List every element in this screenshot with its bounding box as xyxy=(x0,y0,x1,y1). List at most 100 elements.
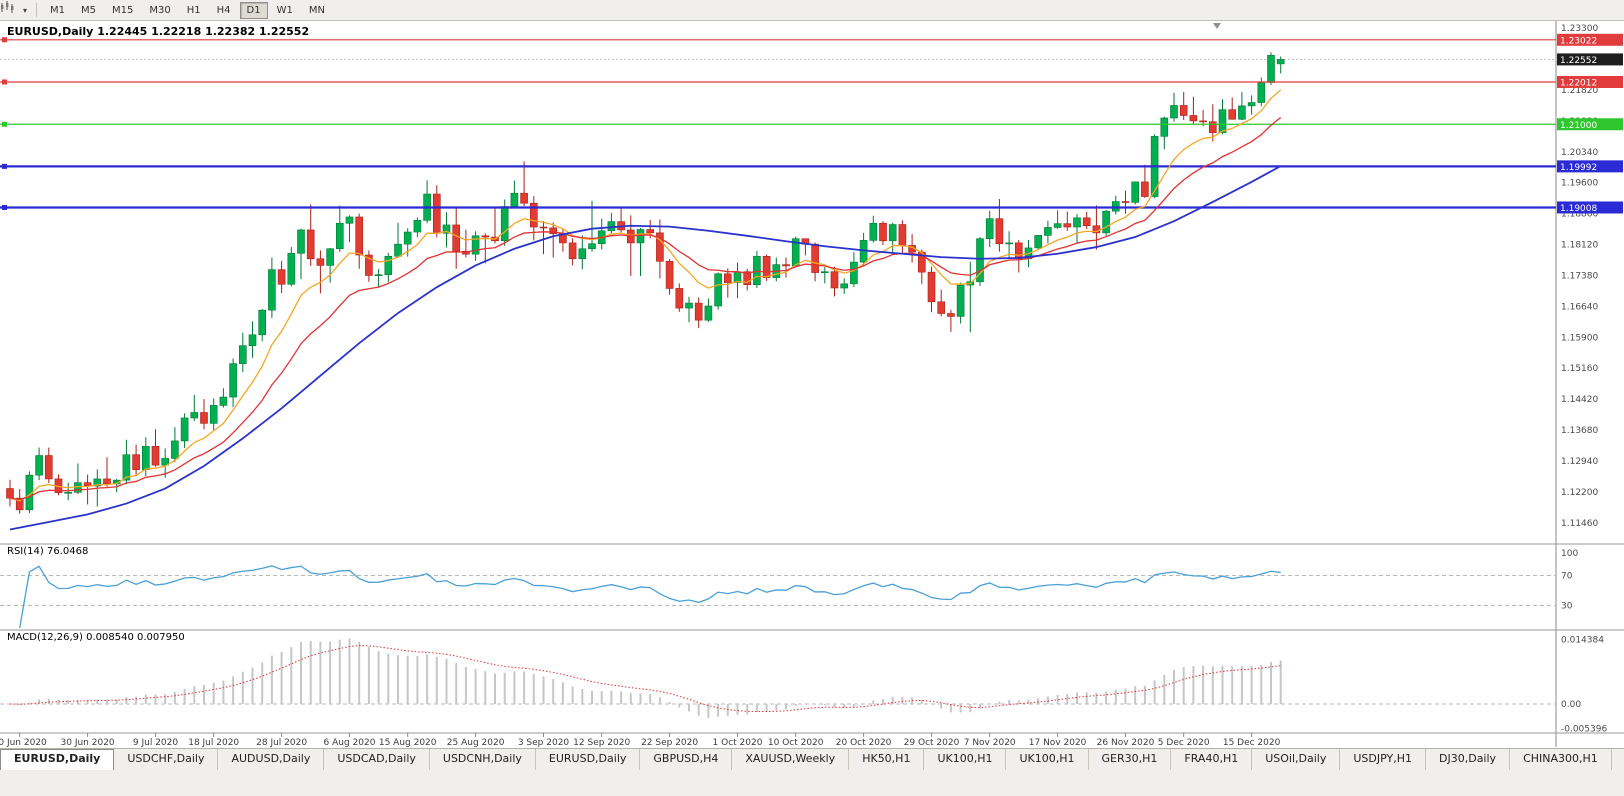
price-scale-label: 1.13680 xyxy=(1561,426,1598,436)
date-label: 18 Jul 2020 xyxy=(188,738,239,748)
candle-body xyxy=(694,302,703,321)
candle-body xyxy=(481,235,490,238)
candle-body xyxy=(636,229,645,244)
date-label: 7 Nov 2020 xyxy=(964,738,1016,748)
candle-body xyxy=(1247,102,1256,107)
tab-dj30-daily[interactable]: DJ30,Daily xyxy=(1426,749,1511,770)
hline-handle[interactable] xyxy=(2,163,7,169)
tab-gbpusd-h4[interactable]: GBPUSD,H4 xyxy=(640,749,733,770)
tab-usdjpy-h1[interactable]: USDJPY,H1 xyxy=(1340,749,1427,770)
tab-us[interactable]: US xyxy=(1612,749,1624,770)
timeframe-mn[interactable]: MN xyxy=(308,4,325,16)
tab-ger30-h1[interactable]: GER30,H1 xyxy=(1089,749,1172,770)
tab-usoil-daily[interactable]: USOil,Daily xyxy=(1252,749,1341,770)
candle-body xyxy=(1014,242,1023,260)
date-axis: 20 Jun 2020 30 Jun 2020 9 Jul 2020 18 Jul 2… xyxy=(0,733,1281,748)
hline-handle[interactable] xyxy=(2,204,7,210)
candle-body xyxy=(1082,217,1091,227)
toolbar-separator xyxy=(36,3,38,17)
candle-body xyxy=(1034,235,1042,249)
price-scale-label: 1.15900 xyxy=(1561,333,1598,343)
candle-body xyxy=(1131,181,1139,203)
timeframe-m15[interactable]: M15 xyxy=(112,4,134,16)
price-box-1.21000 xyxy=(1557,118,1623,131)
candle-body xyxy=(1141,181,1149,197)
candle-body xyxy=(1228,109,1236,120)
rsi-line xyxy=(19,565,1281,629)
main-pane xyxy=(0,23,1556,531)
price-scale-label: 1.11460 xyxy=(1561,519,1598,529)
price-scale-label: 1.12940 xyxy=(1561,457,1598,467)
chart-shift-marker[interactable] xyxy=(1213,23,1221,29)
tab-china300-h1[interactable]: CHINA300,H1 xyxy=(1510,749,1612,770)
candle-body xyxy=(500,206,509,242)
chart-type-icon[interactable] xyxy=(1,1,22,18)
candle-body xyxy=(898,224,907,246)
date-label: 20 Oct 2020 xyxy=(836,738,892,748)
date-label: 6 Aug 2020 xyxy=(324,738,376,748)
timeframe-m30[interactable]: M30 xyxy=(149,4,171,16)
macd-header: MACD(12,26,9) 0.008540 0.007950 xyxy=(7,632,185,643)
candle-body xyxy=(840,283,849,289)
candle-body xyxy=(656,232,664,262)
tab-hk50-h1[interactable]: HK50,H1 xyxy=(849,749,925,770)
price-box-1.19008-text: 1.19008 xyxy=(1560,204,1597,214)
tab-uk100-h1[interactable]: UK100,H1 xyxy=(1006,749,1089,770)
timeframe-d1[interactable]: D1 xyxy=(239,1,268,19)
tab-fra40-h1[interactable]: FRA40,H1 xyxy=(1171,749,1253,770)
candle-body xyxy=(1121,201,1130,203)
price-scale-label: 1.20340 xyxy=(1561,148,1598,158)
tab-eurusd-daily[interactable]: EURUSD,Daily xyxy=(536,749,641,770)
candle-body xyxy=(1073,217,1081,228)
tab-usdcnh-daily[interactable]: USDCNH,Daily xyxy=(430,749,536,770)
candle-body xyxy=(888,224,897,242)
candle-body xyxy=(762,255,771,278)
chart-title: EURUSD,Daily 1.22445 1.22218 1.22382 1.2… xyxy=(7,25,309,38)
candle-body xyxy=(151,446,160,466)
candle-body xyxy=(1218,109,1227,133)
hline-handle[interactable] xyxy=(2,79,7,85)
candle-body xyxy=(1179,105,1188,116)
timeframe-buttons: M1 M5 M15 M30 H1 H4 D1 W1 MN xyxy=(42,1,333,19)
price-scale-label: 1.16640 xyxy=(1561,302,1598,312)
macd-pane xyxy=(0,638,1556,718)
macd-signal-line xyxy=(9,645,1281,713)
chart-dropdown-caret-icon[interactable]: ▾ xyxy=(23,5,28,15)
candle-body xyxy=(549,227,558,235)
candle-body xyxy=(394,243,402,257)
rsi-header: RSI(14) 76.0468 xyxy=(7,546,89,557)
timeframe-m1[interactable]: M1 xyxy=(50,4,66,16)
candle-body xyxy=(171,440,179,459)
price-scale-label: 1.15160 xyxy=(1561,364,1598,374)
price-scale-label: 1.14420 xyxy=(1561,395,1598,405)
candle-body xyxy=(384,255,393,275)
timeframe-m5[interactable]: M5 xyxy=(81,4,97,16)
tab-eurusd-daily[interactable]: EURUSD,Daily xyxy=(0,749,115,770)
tab-usdchf-daily[interactable]: USDCHF,Daily xyxy=(114,749,219,770)
hline-handle[interactable] xyxy=(2,121,7,127)
tab-xauusd-weekly[interactable]: XAUUSD,Weekly xyxy=(732,749,850,770)
toolbar: ▾ M1 M5 M15 M30 H1 H4 D1 W1 MN xyxy=(0,0,1624,21)
candle-body xyxy=(64,491,72,494)
tab-usdcad-daily[interactable]: USDCAD,Daily xyxy=(324,749,430,770)
candle-body xyxy=(432,193,441,234)
price-box-1.22012-text: 1.22012 xyxy=(1560,78,1597,88)
tab-audusd-daily[interactable]: AUDUSD,Daily xyxy=(218,749,325,770)
price-scale-label: 1.18860 xyxy=(1561,210,1598,220)
date-label: 26 Nov 2020 xyxy=(1097,738,1155,748)
date-label: 30 Jun 2020 xyxy=(61,738,115,748)
date-label: 1 Oct 2020 xyxy=(713,738,763,748)
candle-body xyxy=(180,417,189,442)
candle-body xyxy=(6,488,14,499)
tab-uk100-h1[interactable]: UK100,H1 xyxy=(924,749,1007,770)
candle-body xyxy=(1276,59,1285,65)
candle-body xyxy=(1170,105,1178,119)
date-label: 9 Jul 2020 xyxy=(133,738,178,748)
timeframe-h1[interactable]: H1 xyxy=(186,4,201,16)
hline-handle[interactable] xyxy=(2,37,7,43)
candle-body xyxy=(374,274,383,276)
candle-body xyxy=(1199,120,1207,123)
timeframe-w1[interactable]: W1 xyxy=(276,4,293,16)
timeframe-h4[interactable]: H4 xyxy=(216,4,231,16)
